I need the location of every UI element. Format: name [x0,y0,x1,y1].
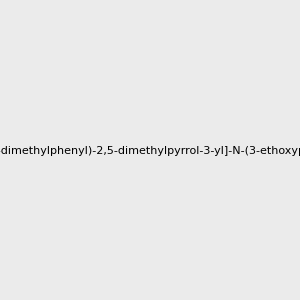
Text: (Z)-2-cyano-3-[1-(3,4-dimethylphenyl)-2,5-dimethylpyrrol-3-yl]-N-(3-ethoxyphenyl: (Z)-2-cyano-3-[1-(3,4-dimethylphenyl)-2,… [0,146,300,157]
